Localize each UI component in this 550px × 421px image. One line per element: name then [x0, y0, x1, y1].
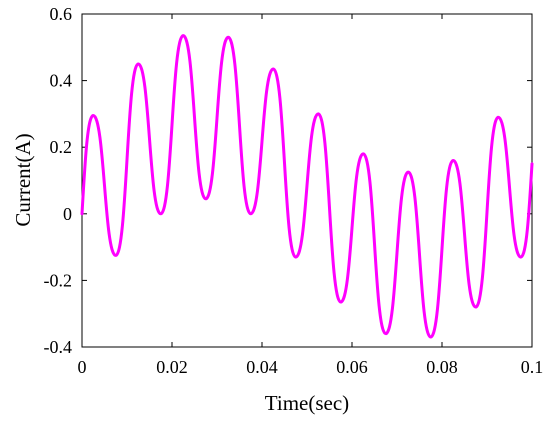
y-tick-label: 0 — [63, 204, 72, 224]
x-axis-label: Time(sec) — [265, 391, 349, 415]
y-tick-label: -0.2 — [44, 270, 73, 290]
y-tick-labels: -0.4 -0.2 0 0.2 0.4 0.6 — [44, 4, 73, 357]
y-tick-label: 0.2 — [50, 137, 73, 157]
y-axis-label: Current(A) — [11, 133, 35, 226]
x-tick-label: 0.06 — [336, 357, 368, 377]
x-tick-label: 0.02 — [156, 357, 188, 377]
y-tick-label: -0.4 — [44, 337, 73, 357]
y-tick-label: 0.4 — [50, 71, 73, 91]
current-series-line — [80, 34, 534, 339]
x-tick-labels: 0 0.02 0.04 0.06 0.08 0.1 — [78, 357, 544, 377]
x-tick-label: 0.08 — [426, 357, 458, 377]
x-tick-label: 0.04 — [246, 357, 278, 377]
x-tick-label: 0 — [78, 357, 87, 377]
y-tick-label: 0.6 — [50, 4, 73, 24]
x-tick-label: 0.1 — [521, 357, 544, 377]
